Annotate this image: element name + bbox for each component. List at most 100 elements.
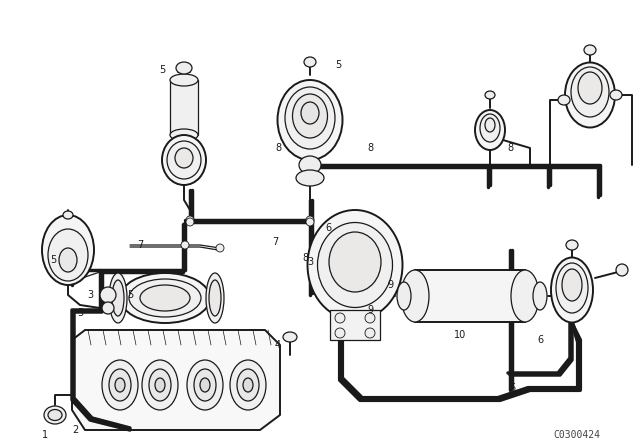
Text: 5: 5 <box>159 65 165 75</box>
Text: 8: 8 <box>302 253 308 263</box>
Ellipse shape <box>533 282 547 310</box>
Ellipse shape <box>562 269 582 301</box>
Circle shape <box>306 218 314 226</box>
Ellipse shape <box>209 280 221 316</box>
Ellipse shape <box>304 57 316 67</box>
Ellipse shape <box>167 141 201 179</box>
Circle shape <box>186 216 194 224</box>
Ellipse shape <box>170 74 198 86</box>
Bar <box>415 270 525 322</box>
Ellipse shape <box>578 72 602 104</box>
Ellipse shape <box>571 67 609 117</box>
Ellipse shape <box>140 285 190 311</box>
Ellipse shape <box>292 94 328 138</box>
Ellipse shape <box>556 263 588 313</box>
Ellipse shape <box>610 90 622 100</box>
Ellipse shape <box>307 210 403 320</box>
Circle shape <box>335 328 345 338</box>
Ellipse shape <box>48 409 62 421</box>
Polygon shape <box>72 330 280 430</box>
Text: 6: 6 <box>537 335 543 345</box>
Circle shape <box>100 287 116 303</box>
Ellipse shape <box>511 270 539 322</box>
Circle shape <box>335 313 345 323</box>
Ellipse shape <box>230 360 266 410</box>
Text: 4: 4 <box>275 340 281 350</box>
Ellipse shape <box>176 62 192 74</box>
Text: C0300424: C0300424 <box>553 430 600 440</box>
Ellipse shape <box>194 369 216 401</box>
Ellipse shape <box>566 240 578 250</box>
Ellipse shape <box>170 129 198 141</box>
Ellipse shape <box>551 258 593 323</box>
Ellipse shape <box>565 63 615 128</box>
Bar <box>330 310 380 340</box>
Text: 1: 1 <box>42 430 48 440</box>
Circle shape <box>365 328 375 338</box>
Text: 3: 3 <box>307 257 313 267</box>
Text: 8: 8 <box>275 143 281 153</box>
Ellipse shape <box>155 378 165 392</box>
Ellipse shape <box>200 378 210 392</box>
Ellipse shape <box>175 148 193 168</box>
Ellipse shape <box>149 369 171 401</box>
Text: 9: 9 <box>367 305 373 315</box>
Circle shape <box>186 218 194 226</box>
Text: 5: 5 <box>335 60 341 70</box>
Ellipse shape <box>162 135 206 185</box>
Ellipse shape <box>475 110 505 150</box>
Ellipse shape <box>243 378 253 392</box>
Ellipse shape <box>283 332 297 342</box>
Ellipse shape <box>115 378 125 392</box>
Ellipse shape <box>285 87 335 149</box>
Ellipse shape <box>237 369 259 401</box>
Circle shape <box>102 302 114 314</box>
Ellipse shape <box>142 360 178 410</box>
Ellipse shape <box>485 91 495 99</box>
Ellipse shape <box>397 282 411 310</box>
Ellipse shape <box>485 118 495 132</box>
Ellipse shape <box>102 360 138 410</box>
Ellipse shape <box>44 406 66 424</box>
Ellipse shape <box>206 273 224 323</box>
Ellipse shape <box>59 248 77 272</box>
Ellipse shape <box>63 211 73 219</box>
Ellipse shape <box>480 114 500 142</box>
Ellipse shape <box>112 280 124 316</box>
Text: 5: 5 <box>77 308 83 318</box>
Text: 8: 8 <box>507 143 513 153</box>
Ellipse shape <box>299 156 321 174</box>
Text: 10: 10 <box>454 330 466 340</box>
Circle shape <box>365 313 375 323</box>
Circle shape <box>616 264 628 276</box>
Ellipse shape <box>301 102 319 124</box>
Ellipse shape <box>584 45 596 55</box>
Text: 8: 8 <box>367 143 373 153</box>
Ellipse shape <box>329 232 381 292</box>
Text: 6: 6 <box>509 383 515 393</box>
Text: 5: 5 <box>127 290 133 300</box>
Ellipse shape <box>558 95 570 105</box>
Ellipse shape <box>401 270 429 322</box>
Ellipse shape <box>129 279 201 317</box>
Ellipse shape <box>187 360 223 410</box>
Text: 3: 3 <box>87 290 93 300</box>
Text: 7: 7 <box>272 237 278 247</box>
Text: 6: 6 <box>325 223 331 233</box>
Circle shape <box>216 244 224 252</box>
Ellipse shape <box>48 229 88 281</box>
Text: 5: 5 <box>50 255 56 265</box>
Ellipse shape <box>42 215 94 285</box>
Ellipse shape <box>120 273 210 323</box>
Ellipse shape <box>317 223 392 307</box>
Ellipse shape <box>109 369 131 401</box>
Ellipse shape <box>109 273 127 323</box>
Text: 2: 2 <box>72 425 78 435</box>
Bar <box>170 80 198 135</box>
Text: 7: 7 <box>137 240 143 250</box>
Ellipse shape <box>296 170 324 186</box>
Text: 9: 9 <box>387 280 393 290</box>
Ellipse shape <box>278 80 342 160</box>
Circle shape <box>181 241 189 249</box>
Circle shape <box>306 216 314 224</box>
